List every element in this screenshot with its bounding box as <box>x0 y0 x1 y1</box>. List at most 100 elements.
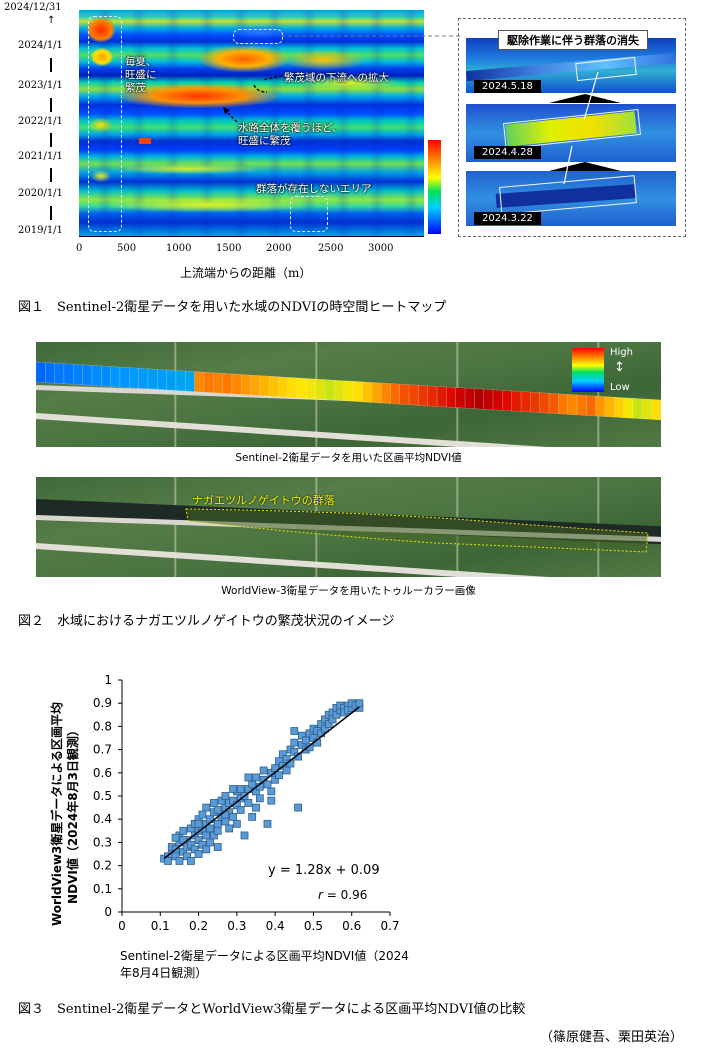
y-tick-2: 2024/1/1 <box>18 40 63 51</box>
inset-date-1: 2024.5.18 <box>474 80 541 93</box>
x-axis-line <box>79 236 424 237</box>
data-point <box>213 826 222 835</box>
y-tick-3: 2023/1/1 <box>18 80 63 91</box>
x-tick: 500 <box>117 243 137 254</box>
annotation-summer: 毎夏、 旺盛に 繁茂 <box>125 56 157 95</box>
y-tick-label: 0.6 <box>93 766 112 780</box>
x-tick: 1500 <box>216 243 242 254</box>
annotation-waterway: 水路全体を覆うほど、 旺盛に繁茂 <box>238 122 343 148</box>
ndvi-segment <box>101 365 111 387</box>
ndvi-segment <box>558 393 568 415</box>
data-point <box>209 799 218 807</box>
regression-line <box>163 706 360 860</box>
ndvi-legend-bar <box>572 348 604 392</box>
x-tick: 3000 <box>368 243 394 254</box>
ndvi-segment <box>222 373 233 395</box>
data-point <box>171 833 180 842</box>
ndvi-segment <box>306 378 317 400</box>
r-value: = 0.96 <box>322 888 368 902</box>
ndvi-segment <box>91 365 102 387</box>
ndvi-segment <box>511 390 522 412</box>
ndvi-segment <box>642 398 652 420</box>
ndvi-segment <box>231 373 242 395</box>
data-point <box>198 810 207 819</box>
ndvi-segment <box>324 379 335 401</box>
x-tick: 1000 <box>166 243 192 254</box>
colony-outline <box>185 508 649 553</box>
data-point <box>244 773 253 782</box>
ndvi-segment <box>63 363 74 385</box>
ndvi-segment <box>623 397 634 419</box>
axis-ticks: 0 0.1 0.2 0.3 0.4 0.5 0.6 0.7 0 0.1 0.2 0.3 0.4 0.5 0.… <box>93 673 400 933</box>
data-point <box>259 766 268 775</box>
up-down-arrow-icon: ↕ <box>614 360 625 375</box>
ndvi-segment <box>399 383 410 405</box>
ndvi-segment <box>651 399 661 421</box>
data-point <box>290 727 299 735</box>
data-point <box>248 780 257 789</box>
y-tick-label: 0.1 <box>93 882 112 896</box>
annotation-arrows <box>223 75 283 123</box>
x-tick-label: 0.4 <box>266 919 285 933</box>
tick-mark <box>50 133 52 147</box>
data-point <box>225 824 234 833</box>
data-point <box>263 780 272 789</box>
ndvi-segment <box>595 395 606 417</box>
ndvi-segment <box>483 388 494 411</box>
ndvi-segment <box>436 386 447 408</box>
figure-2-bottom-caption: WorldView-3衛星データを用いたトゥルーカラー画像 <box>221 585 476 597</box>
ndvi-segment <box>240 374 251 396</box>
tick-mark <box>50 98 52 112</box>
r-symbol: r <box>318 888 323 902</box>
ndvi-segment <box>567 394 578 416</box>
ndvi-segment <box>250 374 261 396</box>
inset-date-2: 2024.4.28 <box>474 146 541 159</box>
data-point <box>267 787 276 796</box>
data-point <box>252 803 260 812</box>
x-tick: 2500 <box>318 243 344 254</box>
ndvi-segment <box>464 387 475 409</box>
data-point <box>229 785 237 793</box>
inset-connector-line <box>281 35 461 37</box>
figure-1-caption: 図１ Sentinel-2衛星データを用いた水域のNDVIの時空間ヒートマップ <box>18 300 447 315</box>
ndvi-segment <box>334 379 345 401</box>
ndvi-segment <box>166 369 177 391</box>
data-point <box>221 817 230 826</box>
tick-mark <box>50 206 52 220</box>
y-tick-1: 2024/12/31 <box>4 2 62 13</box>
absent-area-box <box>290 196 328 232</box>
inset-date-3: 2024.3.22 <box>474 212 541 225</box>
annotation-absent: 群落が存在しないエリア <box>256 183 372 195</box>
y-tick-label: 0.3 <box>93 835 112 849</box>
y-axis-label: WorldView3衛星データによる区画平均NDVI値（2024年8月3日観測） <box>50 701 80 927</box>
data-point <box>213 843 222 851</box>
data-point <box>236 806 245 814</box>
x-tick: 0 <box>76 243 83 254</box>
data-point <box>355 699 364 708</box>
ndvi-scatter-plot: 0 0.1 0.2 0.3 0.4 0.5 0.6 0.7 0 0.1 0.2 0.3 0.4 0.5 0.… <box>93 673 400 933</box>
y-tick-label: 1 <box>104 673 112 687</box>
ndvi-segment <box>82 364 93 386</box>
colony-label: ナガエツルノゲイトウの群落 <box>192 494 335 507</box>
ndvi-segment <box>502 390 512 412</box>
ndvi-segment <box>530 391 540 413</box>
ndvi-segment-strip <box>36 361 661 421</box>
data-point <box>194 819 203 828</box>
inset-title: 駆除作業に伴う群落の消失 <box>498 30 648 50</box>
ndvi-segment <box>54 362 65 384</box>
ndvi-segment <box>380 382 391 404</box>
ndvi-heatmap <box>79 10 424 236</box>
data-point <box>305 743 314 752</box>
sentinel-ndvi-map: High ↕ Low <box>36 342 661 447</box>
ndvi-segment <box>73 364 83 386</box>
ndvi-segment <box>36 361 46 383</box>
ndvi-segment <box>129 367 139 389</box>
y-tick-5: 2021/1/1 <box>18 151 63 162</box>
data-point <box>263 819 272 828</box>
up-arrow-icon: ↑ <box>47 15 56 26</box>
data-point <box>175 857 184 865</box>
ndvi-colorbar <box>428 140 441 234</box>
annotation-downstream: 繁茂域の下流への拡大 <box>284 72 389 84</box>
ndvi-segment <box>268 375 279 398</box>
data-point <box>202 845 211 854</box>
